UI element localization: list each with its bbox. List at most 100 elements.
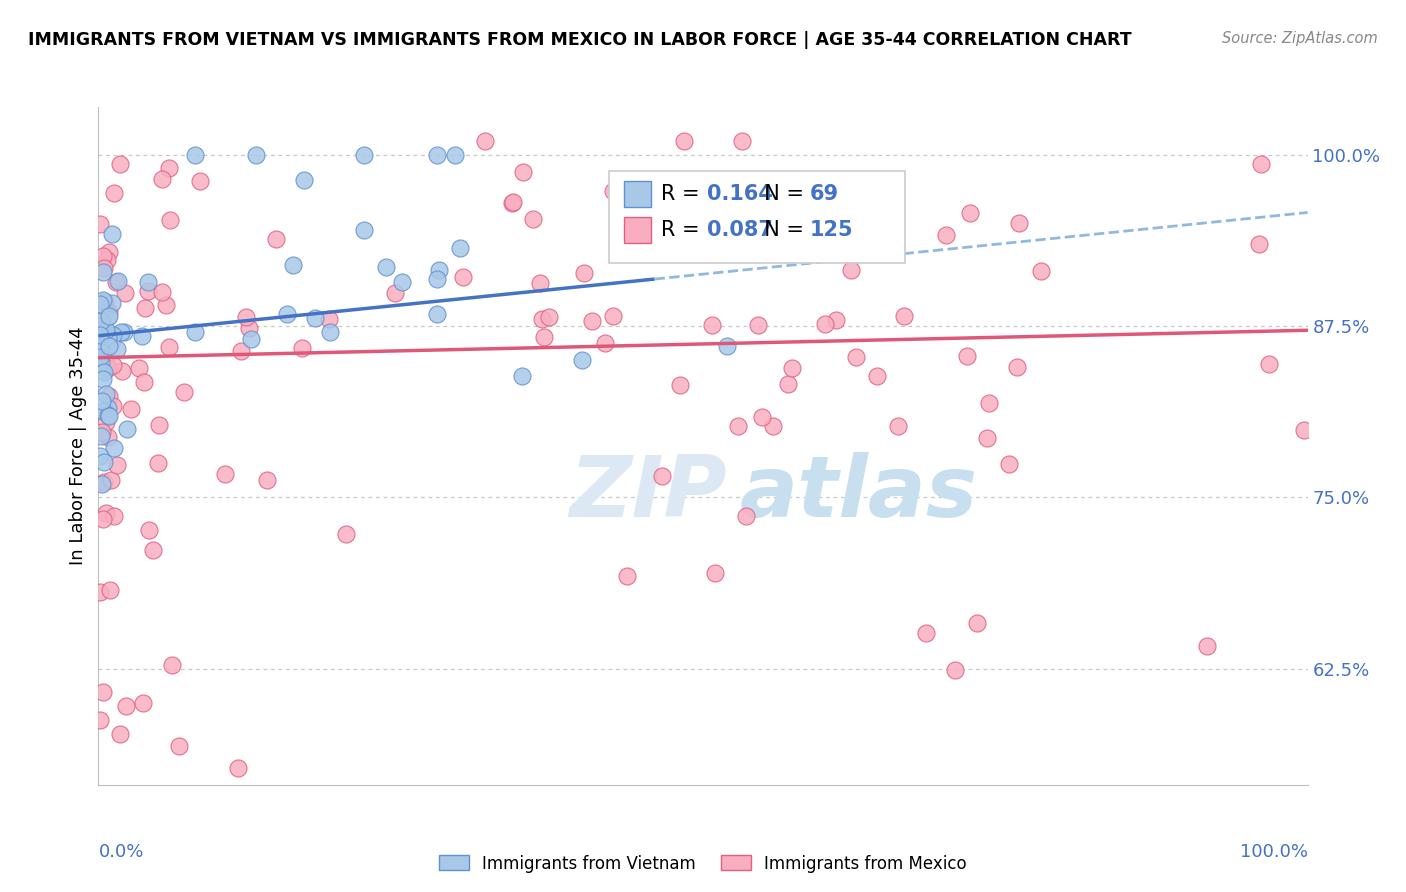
Point xyxy=(229,343,252,358)
Point xyxy=(93,364,115,378)
Point xyxy=(107,458,129,472)
Point xyxy=(426,272,449,286)
Point xyxy=(105,342,128,356)
Point xyxy=(90,362,112,376)
Point xyxy=(89,217,111,231)
Point xyxy=(93,475,115,489)
Point xyxy=(245,148,267,162)
Point xyxy=(132,696,155,710)
Point xyxy=(845,350,868,364)
Point xyxy=(97,309,120,323)
Point xyxy=(602,184,624,198)
Point xyxy=(264,232,287,246)
Text: 69: 69 xyxy=(810,184,838,203)
Point xyxy=(94,340,117,354)
Point xyxy=(593,335,616,350)
Point xyxy=(451,269,474,284)
Point xyxy=(89,450,111,464)
Point xyxy=(89,343,111,357)
Text: 0.087: 0.087 xyxy=(707,219,772,240)
Point xyxy=(97,430,120,444)
Text: 0.164: 0.164 xyxy=(707,184,772,203)
Point xyxy=(89,327,111,342)
Point xyxy=(935,227,957,242)
Point xyxy=(111,364,134,378)
Point xyxy=(716,339,738,353)
Point xyxy=(1250,157,1272,171)
Point xyxy=(97,330,120,344)
Point xyxy=(887,418,910,433)
Point xyxy=(94,415,117,429)
Point xyxy=(89,340,111,354)
Point xyxy=(184,326,207,340)
Point xyxy=(162,657,184,672)
Point xyxy=(616,569,638,583)
Point xyxy=(98,582,121,597)
Point xyxy=(704,566,727,581)
Point xyxy=(97,401,120,416)
Point xyxy=(93,295,115,310)
Point xyxy=(449,241,471,255)
Text: 100.0%: 100.0% xyxy=(1240,843,1308,861)
Point xyxy=(748,229,770,244)
Point xyxy=(501,195,523,210)
Point xyxy=(915,625,938,640)
Point xyxy=(94,323,117,337)
Point xyxy=(98,305,121,319)
Point xyxy=(841,262,863,277)
Point xyxy=(688,200,710,214)
Point xyxy=(235,310,257,324)
Point xyxy=(651,469,673,483)
Point xyxy=(134,301,156,316)
Point xyxy=(602,309,624,323)
Point xyxy=(976,431,998,445)
Point xyxy=(93,293,115,308)
Point xyxy=(96,253,118,268)
Point xyxy=(101,296,124,310)
Point xyxy=(391,276,413,290)
Point xyxy=(115,422,138,436)
Point xyxy=(644,213,666,227)
Point xyxy=(226,761,249,775)
Point xyxy=(131,329,153,343)
Point xyxy=(672,134,695,148)
Point xyxy=(1195,640,1218,654)
Point xyxy=(734,235,756,250)
Point xyxy=(977,396,1000,410)
Point xyxy=(89,585,111,599)
Point xyxy=(90,429,112,443)
Point xyxy=(98,388,121,402)
Point xyxy=(89,323,111,337)
Point xyxy=(97,310,120,325)
Point xyxy=(1294,423,1316,437)
Point xyxy=(276,307,298,321)
Point xyxy=(96,386,118,401)
Point xyxy=(96,326,118,340)
Point xyxy=(747,318,769,333)
Point xyxy=(184,148,207,162)
Point xyxy=(427,263,450,277)
Point xyxy=(89,331,111,345)
Point xyxy=(90,314,112,328)
Point xyxy=(291,341,314,355)
Point xyxy=(91,404,114,418)
Point xyxy=(91,249,114,263)
Point xyxy=(304,311,326,326)
Point xyxy=(103,186,125,200)
Point xyxy=(91,512,114,526)
Point xyxy=(98,409,121,424)
Point xyxy=(96,358,118,372)
Point xyxy=(157,161,180,175)
FancyBboxPatch shape xyxy=(609,171,905,263)
Point xyxy=(529,276,551,290)
Point xyxy=(778,376,800,391)
Point xyxy=(91,372,114,386)
Point xyxy=(103,509,125,524)
Point xyxy=(998,457,1021,471)
Point xyxy=(522,212,544,227)
Point xyxy=(150,285,173,299)
Point xyxy=(89,362,111,376)
Point xyxy=(734,508,756,523)
Point xyxy=(146,456,169,470)
Point xyxy=(90,338,112,352)
